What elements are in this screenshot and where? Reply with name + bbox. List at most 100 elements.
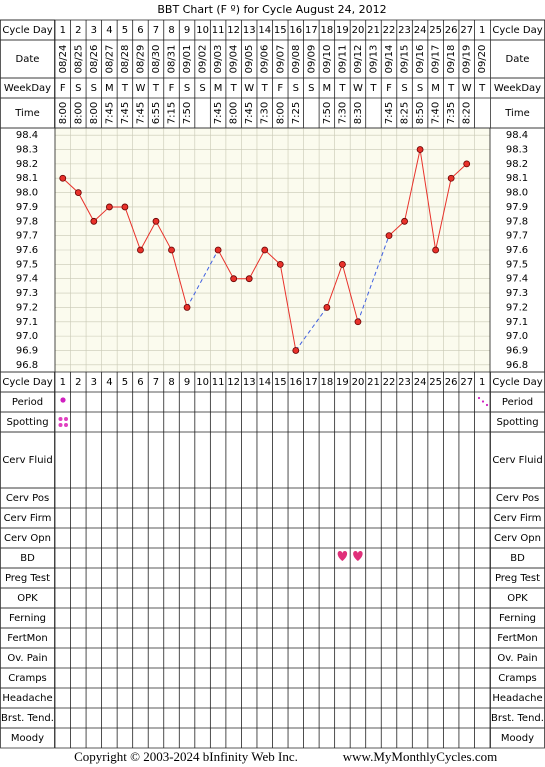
row-label: Ferning (9, 613, 46, 624)
time: 7:25 (291, 102, 302, 124)
temp-point (121, 203, 129, 211)
date: 09/10 (322, 45, 333, 74)
cycle-day: 20 (352, 25, 365, 36)
weekday: S (401, 83, 407, 94)
y-tick-label: 98.3 (506, 145, 528, 156)
cycle-day: 4 (106, 377, 112, 388)
row-label: Ov. Pain (497, 653, 537, 664)
weekday: W (353, 83, 363, 94)
weekday: W (244, 83, 254, 94)
cycle-day: 13 (243, 25, 256, 36)
row-label: Cerv Opn (4, 533, 51, 544)
cycle-day: 18 (321, 377, 334, 388)
y-tick-label: 98.0 (16, 188, 38, 199)
temp-point (214, 246, 222, 254)
period-dot (477, 396, 481, 400)
weekday: T (261, 83, 269, 94)
y-tick-label: 97.6 (16, 245, 38, 256)
time: 7:45 (135, 102, 146, 124)
weekday: W (462, 83, 472, 94)
temp-point (339, 260, 346, 268)
row-label: Preg Test (495, 573, 540, 584)
cycle-day: 2 (75, 377, 81, 388)
y-tick-label: 98.2 (506, 159, 528, 170)
date: 08/28 (120, 45, 131, 74)
cycle-day: 3 (91, 25, 97, 36)
time: 7:40 (431, 102, 442, 124)
temp-point (385, 232, 393, 240)
y-tick-label: 97.1 (506, 317, 528, 328)
cycle-day: 16 (289, 377, 302, 388)
temp-point (432, 246, 440, 254)
date: 09/17 (431, 45, 442, 74)
row-label: Brst. Tend. (1, 713, 54, 724)
y-tick-label: 97.9 (16, 202, 38, 213)
weekday: S (75, 83, 81, 94)
date: 09/07 (275, 45, 286, 74)
time: 7:50 (322, 102, 333, 124)
row-label: Ov. Pain (7, 653, 47, 664)
cycle-day: 26 (445, 25, 458, 36)
row-label: Cycle Day (492, 25, 542, 36)
row-label: Time (14, 108, 39, 119)
y-tick-label: 97.3 (16, 288, 38, 299)
weekday: W (136, 83, 146, 94)
spotting-dot (58, 417, 63, 421)
cycle-day: 10 (196, 377, 209, 388)
weekday: S (184, 83, 190, 94)
date: 09/06 (260, 45, 271, 74)
y-tick-label: 97.6 (506, 245, 528, 256)
date: 08/24 (58, 45, 69, 74)
row-label: Cerv Fluid (2, 455, 52, 466)
cycle-day: 5 (122, 25, 128, 36)
weekday: M (105, 83, 114, 94)
temp-point (463, 160, 471, 168)
date: 09/12 (353, 45, 364, 74)
y-tick-label: 97.0 (16, 331, 38, 342)
spotting-dot (64, 423, 68, 427)
row-label: WeekDay (4, 83, 51, 94)
row-label: Brst. Tend. (491, 713, 544, 724)
row-label: BD (510, 553, 525, 564)
temp-point (152, 217, 160, 225)
y-tick-label: 97.0 (506, 331, 528, 342)
time: 8:00 (275, 102, 286, 124)
row-label: Cycle Day (2, 377, 52, 388)
cycle-day: 11 (212, 377, 225, 388)
cycle-day: 21 (367, 377, 380, 388)
date: 08/25 (73, 45, 84, 74)
label-cell (0, 727, 55, 749)
period-dot (481, 400, 485, 403)
row-label: Period (12, 397, 43, 408)
y-tick-label: 97.8 (16, 216, 38, 227)
y-tick-label: 97.7 (16, 231, 38, 242)
cycle-day: 1 (60, 25, 66, 36)
row-label: FertMon (7, 633, 47, 644)
temp-point (137, 246, 144, 254)
cycle-day: 24 (414, 25, 427, 36)
date: 09/14 (384, 45, 395, 74)
row-label: Spotting (496, 417, 538, 428)
weekday: F (277, 83, 283, 94)
weekday: T (447, 83, 455, 94)
temp-point (90, 217, 98, 225)
cycle-day: 10 (196, 25, 209, 36)
weekday: T (478, 83, 486, 94)
weekday: S (417, 83, 423, 94)
cycle-day: 27 (460, 25, 473, 36)
cycle-day: 1 (479, 25, 485, 36)
y-tick-label: 97.2 (16, 302, 38, 313)
row-label: Headache (2, 693, 52, 704)
weekday: T (338, 83, 346, 94)
cycle-day: 17 (305, 25, 318, 36)
row-label: Cerv Firm (4, 513, 52, 524)
y-tick-label: 98.1 (506, 173, 528, 184)
y-tick-label: 96.8 (506, 360, 528, 371)
cycle-day: 9 (184, 377, 190, 388)
time: 7:30 (337, 102, 348, 124)
row-label: BD (20, 553, 35, 564)
temp-point (105, 203, 113, 211)
cycle-day: 7 (153, 25, 159, 36)
time: 8:30 (353, 102, 364, 124)
temp-point (168, 246, 175, 254)
